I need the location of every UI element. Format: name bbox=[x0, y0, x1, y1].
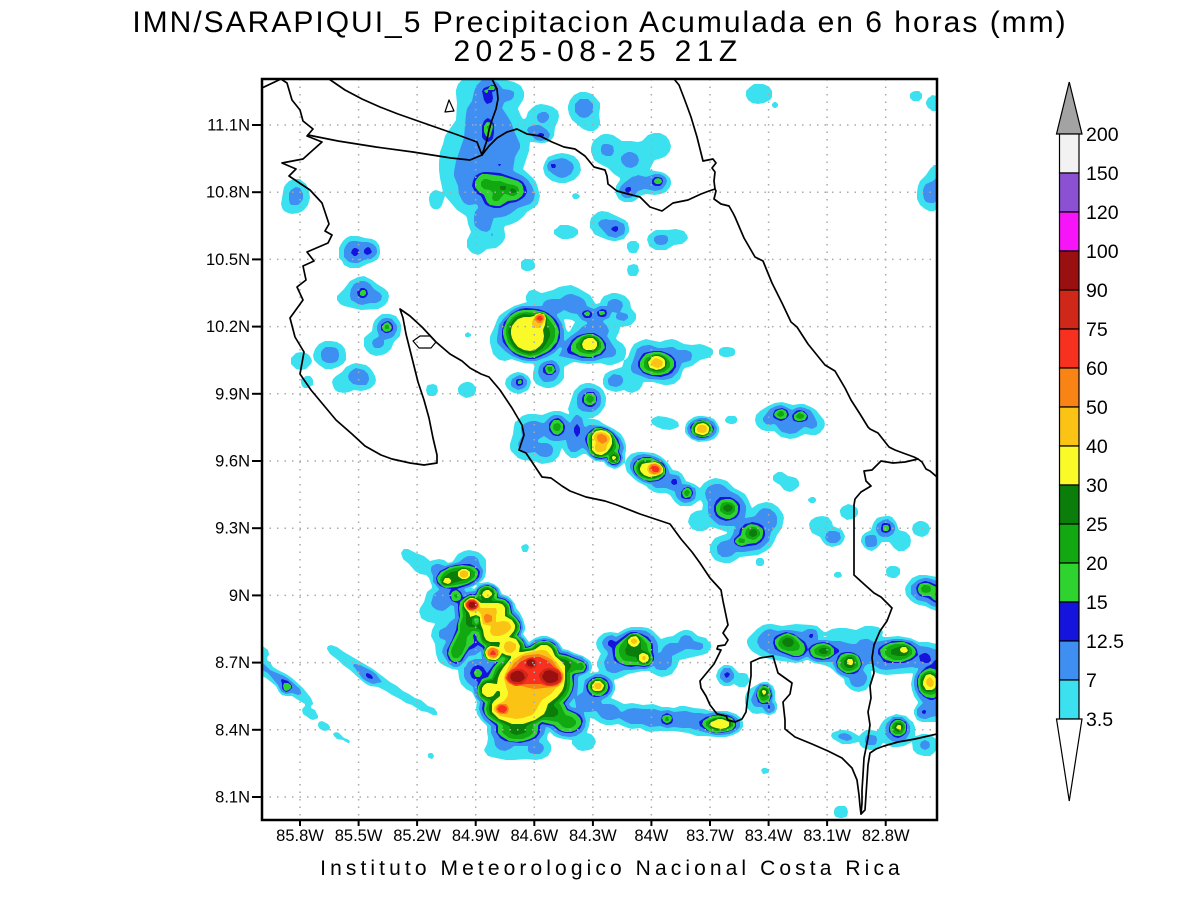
svg-text:9N: 9N bbox=[229, 587, 250, 605]
svg-text:25: 25 bbox=[1086, 514, 1108, 536]
svg-text:11.1N: 11.1N bbox=[207, 117, 250, 135]
svg-text:10.5N: 10.5N bbox=[206, 251, 250, 269]
svg-text:85.8W: 85.8W bbox=[276, 827, 324, 845]
svg-text:84.9W: 84.9W bbox=[452, 827, 500, 845]
svg-text:2025-08-25 21Z: 2025-08-25 21Z bbox=[453, 35, 742, 68]
svg-text:8.7N: 8.7N bbox=[215, 654, 250, 672]
svg-text:120: 120 bbox=[1086, 202, 1119, 224]
svg-text:60: 60 bbox=[1086, 358, 1108, 380]
svg-text:75: 75 bbox=[1086, 319, 1108, 341]
svg-text:150: 150 bbox=[1086, 163, 1119, 185]
svg-text:83.7W: 83.7W bbox=[686, 827, 734, 845]
svg-text:10.8N: 10.8N bbox=[206, 184, 250, 202]
svg-text:7: 7 bbox=[1086, 670, 1097, 692]
svg-text:85.2W: 85.2W bbox=[393, 827, 441, 845]
svg-text:9.6N: 9.6N bbox=[215, 453, 250, 471]
svg-text:84W: 84W bbox=[634, 827, 668, 845]
svg-text:50: 50 bbox=[1086, 397, 1108, 419]
svg-text:100: 100 bbox=[1086, 241, 1119, 263]
svg-text:90: 90 bbox=[1086, 280, 1108, 302]
svg-text:84.3W: 84.3W bbox=[569, 827, 617, 845]
svg-text:10.2N: 10.2N bbox=[206, 318, 250, 336]
svg-text:8.1N: 8.1N bbox=[215, 789, 250, 807]
svg-text:12.5: 12.5 bbox=[1086, 631, 1124, 653]
svg-text:15: 15 bbox=[1086, 592, 1108, 614]
svg-text:83.4W: 83.4W bbox=[745, 827, 793, 845]
svg-text:83.1W: 83.1W bbox=[803, 827, 851, 845]
svg-text:8.4N: 8.4N bbox=[215, 721, 250, 739]
svg-text:40: 40 bbox=[1086, 436, 1108, 458]
svg-text:30: 30 bbox=[1086, 475, 1108, 497]
svg-text:3.5: 3.5 bbox=[1086, 709, 1113, 731]
svg-text:82.8W: 82.8W bbox=[862, 827, 910, 845]
svg-text:85.5W: 85.5W bbox=[335, 827, 383, 845]
svg-text:9.9N: 9.9N bbox=[215, 385, 250, 403]
svg-text:84.6W: 84.6W bbox=[510, 827, 558, 845]
svg-text:IMN/SARAPIQUI_5 Precipitacion: IMN/SARAPIQUI_5 Precipitacion Acumulada … bbox=[132, 6, 1067, 39]
svg-text:200: 200 bbox=[1086, 124, 1119, 146]
svg-text:20: 20 bbox=[1086, 553, 1108, 575]
svg-text:9.3N: 9.3N bbox=[215, 520, 250, 538]
svg-text:Instituto Meteorologico Nacion: Instituto Meteorologico Nacional Costa R… bbox=[320, 857, 904, 880]
